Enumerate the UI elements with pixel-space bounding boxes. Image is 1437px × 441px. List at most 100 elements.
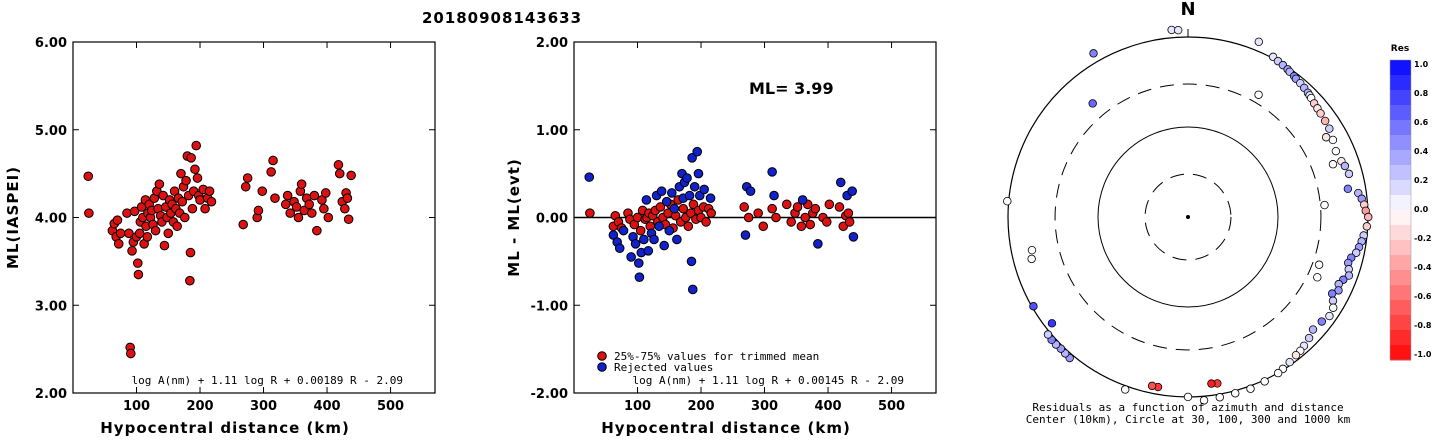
colorbar-tick-label: 0.0 [1414,205,1429,214]
station-point [1199,396,1209,405]
rejected-point [797,195,808,205]
data-point [206,196,217,207]
colorbar-cell [1390,315,1411,331]
data-point [296,179,307,189]
station-point [1260,377,1269,386]
rejected-point [656,186,667,196]
data-point [187,203,198,214]
rejected-point [740,230,751,240]
accepted-point [743,212,754,223]
accepted-point [796,221,807,232]
station-point [1003,196,1012,206]
data-point [125,348,136,359]
colorbar-tick-label: -0.8 [1414,321,1432,330]
station-point [1316,109,1325,118]
station-point [1314,260,1324,269]
colorbar-tick-label: 0.4 [1414,147,1429,156]
station-point [1215,393,1224,402]
data-point [185,275,195,286]
x-tick-label: 400 [814,399,841,414]
polar-caption-line2: Center (10km), Circle at 30, 100, 300 an… [1026,413,1351,426]
colorbar-tick-label: 0.8 [1414,89,1429,98]
data-point [270,193,280,203]
data-point [268,155,278,166]
data-point [319,203,329,214]
rejected-point [672,234,682,245]
y-tick-label: 5.00 [35,124,67,139]
rejected-point [769,190,779,201]
colorbar-cell [1390,270,1411,286]
ml-vs-distance-plot: 100 200 300 400 500 2.00 3.00 4.00 5.00 6.00 Hypoc… [4,36,436,437]
data-point [320,188,331,198]
y-tick-label: -1.00 [531,299,568,314]
y-tick-label: 3.00 [35,299,67,314]
y-tick-label: 2.00 [35,387,67,402]
station-point [1304,333,1314,343]
colorbar-cell [1390,60,1411,76]
y-tick-label: 2.00 [536,36,568,51]
accepted-point [781,199,792,210]
accepted-point [800,212,810,223]
y-tick-label: 6.00 [35,36,67,51]
rejected-point [659,240,669,251]
data-point [304,199,315,210]
rejected-point [634,272,645,282]
rejected-point [835,177,846,188]
colorbar-cell [1390,345,1411,361]
station-point [1325,124,1334,133]
rejected-point [684,190,695,201]
colorbar-tick-label: -0.4 [1414,263,1432,272]
accepted-point [792,202,803,212]
station-point [1174,25,1183,35]
station-point [1317,317,1326,326]
station-point [1364,212,1373,222]
colorbar-cell [1390,300,1411,316]
data-point [154,179,165,189]
station-point [1029,302,1038,311]
data-point [113,239,124,249]
data-point [312,225,322,236]
colorbar-tick-label: -1.0 [1414,350,1432,359]
data-point [200,203,210,214]
rejected-point [626,252,636,262]
polar-caption-line1: Residuals as a function of azimuth and d… [1032,401,1343,414]
rejected-point [630,239,641,249]
data-point [134,228,145,239]
accepted-point [635,225,646,236]
rejected-point [664,225,675,236]
data-point [150,225,161,236]
data-point [293,212,304,223]
colorbar-cell [1390,285,1411,301]
data-point [323,212,334,223]
station-point [1343,184,1353,194]
rejected-point [643,246,654,256]
colorbar-cell [1390,240,1411,256]
north-label: N [1180,0,1195,20]
rejected-point [813,239,823,249]
data-point [132,258,143,268]
data-point [309,190,320,201]
colorbar-tick-label: 1.0 [1414,60,1429,69]
data-point [177,196,188,207]
data-point [257,186,268,196]
data-point [346,170,356,181]
data-point [190,164,200,175]
data-point [240,181,251,192]
accepted-point [655,202,666,212]
colorbar-cell [1390,135,1411,151]
station-point [1308,325,1318,334]
data-point [192,173,203,183]
colorbar-tick-label: 0.2 [1414,176,1428,185]
station-point [1231,389,1240,398]
x-tick-label: 100 [123,399,150,414]
station-point [1027,254,1036,264]
station-point [1328,296,1338,305]
data-point [266,167,276,177]
data-point [242,173,253,183]
accepted-point [753,208,763,218]
ring-100km [1097,126,1279,308]
station-point [1344,169,1354,179]
accepted-point [824,199,835,210]
colorbar-tick-label: 0.6 [1414,118,1429,127]
